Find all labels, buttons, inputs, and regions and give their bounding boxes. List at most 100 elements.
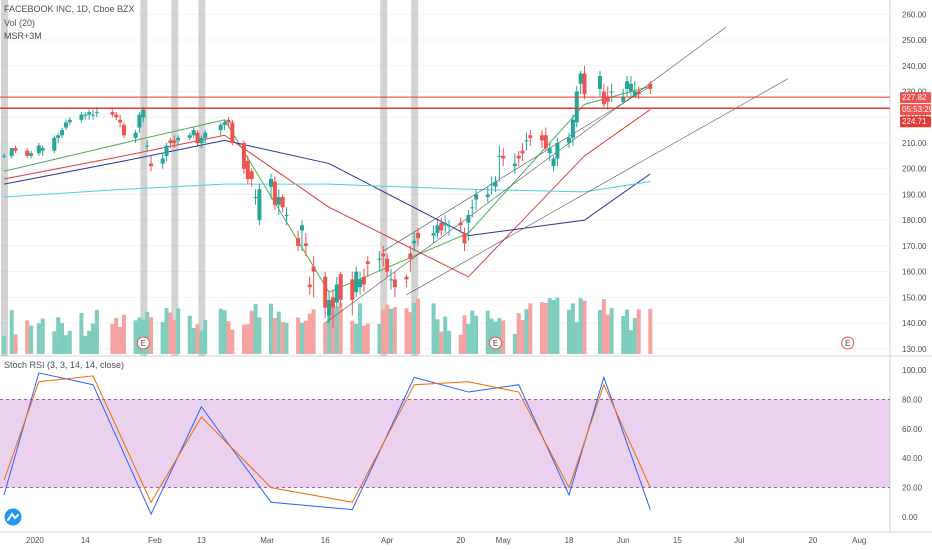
time-axis-label: 20 xyxy=(808,536,817,545)
candle-body xyxy=(311,266,316,272)
candle-body xyxy=(52,137,57,151)
candle-body xyxy=(582,73,587,95)
candle-body xyxy=(133,132,138,138)
volume-bar xyxy=(195,324,200,354)
candle-body xyxy=(458,222,463,226)
stoch-rsi-band xyxy=(0,399,890,488)
volume-bar xyxy=(578,298,583,354)
volume-bar xyxy=(245,324,250,354)
candle-body xyxy=(226,119,231,123)
candle-body xyxy=(551,158,556,167)
candle-body xyxy=(485,194,490,198)
candle-body xyxy=(253,197,258,199)
volume-bar xyxy=(570,303,575,354)
time-axis-label: 16 xyxy=(321,536,330,545)
tradingview-logo-icon[interactable] xyxy=(4,508,22,526)
price-axis-label: 130.00 xyxy=(902,345,927,354)
candle-body xyxy=(13,148,18,151)
volume-bar xyxy=(60,323,65,354)
candle-body xyxy=(83,114,88,116)
volume-bar xyxy=(543,302,548,354)
time-axis-label: May xyxy=(496,536,511,545)
volume-bar xyxy=(311,309,316,354)
price-axis-label: 170.00 xyxy=(902,242,927,251)
volume-bar xyxy=(609,307,614,354)
time-axis-label: Jun xyxy=(617,536,630,545)
volume-bar xyxy=(377,323,382,354)
earnings-marker-icon xyxy=(136,336,150,350)
candle-body xyxy=(625,81,630,89)
volume-bar xyxy=(25,320,30,354)
time-axis-label: Mar xyxy=(260,536,274,545)
volume-bar xyxy=(164,308,169,354)
volume-bar xyxy=(350,321,355,354)
candle-body xyxy=(307,284,312,288)
volume-bar xyxy=(574,322,579,354)
volume-bar xyxy=(361,325,366,354)
volume-bar xyxy=(443,316,448,354)
volume-bar xyxy=(567,309,572,354)
candle-body xyxy=(241,142,246,169)
volume-bars xyxy=(2,297,653,354)
candle-body xyxy=(381,253,386,257)
channel-trendline xyxy=(383,86,651,252)
volume-bar xyxy=(625,309,630,354)
price-tag-label: 224.71 xyxy=(902,117,927,126)
candle-body xyxy=(447,225,452,227)
candle-body xyxy=(404,276,409,280)
price-tag-label: 05:53:29 xyxy=(902,105,932,114)
candle-body xyxy=(609,91,614,93)
msr-legend: MSR+3M xyxy=(4,31,42,41)
candle-body xyxy=(439,222,444,231)
time-axis[interactable]: 2020 14 Feb 13 Mar 16 Apr 20 May 18 Jun 15 Jul 20 Aug xyxy=(26,536,866,545)
volume-bar xyxy=(597,310,602,354)
candle-body xyxy=(296,238,301,246)
price-axis-label: 150.00 xyxy=(902,293,927,302)
volume-bar xyxy=(13,334,18,354)
candle-body xyxy=(648,83,653,89)
volume-bar xyxy=(253,304,258,354)
horizontal-lines[interactable] xyxy=(0,96,890,109)
volume-bar xyxy=(601,298,606,354)
candle-body xyxy=(36,145,41,154)
candle-body xyxy=(338,274,343,300)
price-axis-label: 240.00 xyxy=(902,62,927,71)
candle-body xyxy=(636,91,641,95)
candle-body xyxy=(114,114,119,118)
volume-bar xyxy=(470,310,475,354)
volume-bar xyxy=(605,314,610,354)
candle-body xyxy=(435,225,440,234)
candlesticks[interactable] xyxy=(2,65,653,329)
volume-bar xyxy=(404,308,409,354)
candle-body xyxy=(524,140,529,142)
volume-bar xyxy=(408,312,413,354)
volume-bar xyxy=(621,315,626,354)
price-axis[interactable]: 260.00250.00240.00230.00220.00210.00200.… xyxy=(902,10,927,522)
time-axis-label: 14 xyxy=(81,536,90,545)
volume-bar xyxy=(118,326,123,354)
volume-bar xyxy=(176,308,181,354)
price-tag-box xyxy=(900,92,931,104)
volume-bar xyxy=(439,331,444,354)
candle-body xyxy=(257,189,262,221)
volume-bar xyxy=(284,322,289,354)
channel-lines xyxy=(325,26,789,324)
volume-bar xyxy=(462,315,467,354)
volume-bar xyxy=(628,330,633,354)
volume-bar xyxy=(269,303,274,354)
volume-bar xyxy=(121,314,126,354)
candle-body xyxy=(272,181,277,205)
volume-bar xyxy=(528,303,533,354)
candle-body xyxy=(137,114,142,128)
candle-body xyxy=(172,140,177,143)
volume-bar xyxy=(9,310,14,354)
earnings-marker-label: E xyxy=(845,339,850,348)
volume-bar xyxy=(249,310,254,354)
volume-bar xyxy=(466,323,471,354)
volume-bar xyxy=(497,318,502,354)
volume-bar xyxy=(230,329,235,354)
volume-bar xyxy=(79,313,84,354)
candle-body xyxy=(269,179,274,187)
